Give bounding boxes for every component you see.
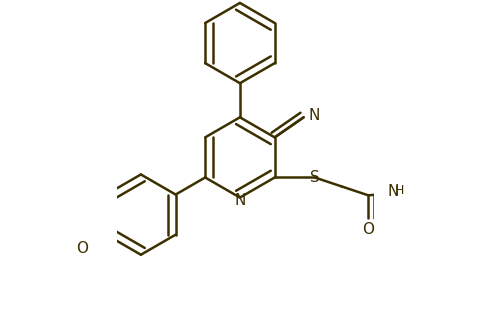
Text: N: N bbox=[387, 185, 399, 200]
Text: N: N bbox=[308, 108, 320, 123]
Text: S: S bbox=[310, 170, 320, 185]
Text: O: O bbox=[362, 222, 374, 237]
Text: H: H bbox=[395, 185, 405, 197]
Text: O: O bbox=[76, 241, 88, 256]
Text: N: N bbox=[234, 193, 246, 208]
